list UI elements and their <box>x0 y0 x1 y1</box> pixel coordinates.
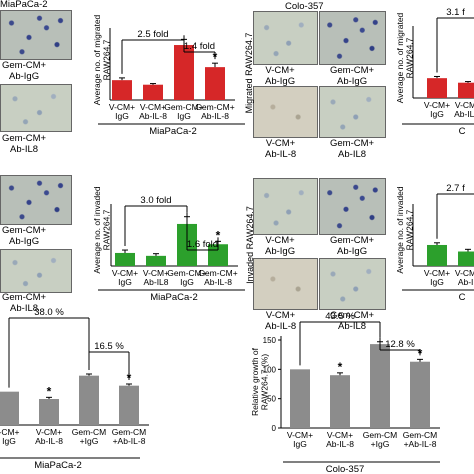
micrograph-colo-gem-il8-migration <box>319 86 386 138</box>
y-tick-label: 100 <box>263 365 277 374</box>
micrograph-miapaca-gem-igg-migration <box>0 10 72 60</box>
micrograph-colo-gem-il8-invasion <box>319 258 386 310</box>
x-tick-label: V-CM+ IgG <box>112 268 138 287</box>
panel-a-left-title: MiaPaCa-2 <box>0 0 48 10</box>
significance-marker: * <box>338 360 343 374</box>
x-tick-label: V-CM+Ab-IL-8 <box>326 430 354 449</box>
cell-line-label: MiaPaCa-2 <box>149 126 197 137</box>
micrograph-label: Gem-CM+ Ab-IgG <box>330 65 375 87</box>
fold-annotation: 2.7 f <box>446 183 465 194</box>
y-tick-label: 50 <box>267 395 276 404</box>
x-tick-label: Gem-CM+IgG <box>164 102 203 121</box>
cell-line-label: MiaPaCa-2 <box>150 292 198 303</box>
micrograph-miapaca-gem-igg-invasion <box>0 175 72 225</box>
x-tick-label: V-CM+Ab-IL-8 <box>139 102 167 121</box>
bar <box>290 369 310 428</box>
micrograph-label: V-CM+ Ab-IL-8 <box>265 310 297 332</box>
cell-line-label: MiaPaCa-2 <box>34 460 82 471</box>
fold-annotation: 1.4 fold <box>184 41 215 52</box>
fold-annotation: 12.8 % <box>385 339 415 350</box>
micrograph-colo-gem-igg-migration <box>319 11 386 65</box>
micrograph-label: Gem-CM+ Ab-IL8 <box>2 133 47 155</box>
micrograph-colo-gem-igg-invasion <box>319 178 386 235</box>
x-tick-label: V-CM+ IgG <box>424 100 450 119</box>
bar <box>115 252 135 266</box>
x-tick-label: V-CM+ Ab-IL8 <box>143 268 169 287</box>
x-tick-label: V-CM+Ab-IL-8 <box>35 427 63 446</box>
x-tick-label: V-CM+ IgG <box>109 102 135 121</box>
x-tick-label: Gem-CM+IgG <box>167 268 206 287</box>
x-tick-label: -CM+ IgG <box>0 427 20 446</box>
y-tick-label: 0 <box>272 424 277 433</box>
bar <box>112 80 132 100</box>
bar <box>458 82 474 98</box>
bar <box>0 391 19 425</box>
bar <box>119 385 139 425</box>
x-tick-label: Gem-CM+Ab-IL-8 <box>198 268 237 287</box>
y-axis-label: Average no. of migratedRAW264.7 <box>395 12 415 103</box>
micrograph-label: Gem-CM+ Ab-IL8 <box>330 310 375 332</box>
panel-a-right-title: Colo-357 <box>285 1 324 12</box>
y-axis-label: Average no. of migratedRAW264.7 <box>92 14 112 105</box>
bar <box>427 244 447 266</box>
micrograph-miapaca-gem-il8-migration <box>0 84 72 132</box>
significance-marker: * <box>47 384 52 398</box>
bar <box>143 84 163 100</box>
micrograph-label: Gem-CM+ Ab-IgG <box>2 225 47 247</box>
bar <box>146 255 166 266</box>
y-axis-label: Relative growth ofRAW264.7 (%) <box>250 347 270 416</box>
y-axis-label: Average no. of invadedRAW264.7 <box>395 186 415 274</box>
bar <box>79 375 99 425</box>
micrograph-label: V-CM+ Ab-IL-8 <box>265 138 297 160</box>
x-tick-label: Gem-CM+Ab-IL-8 <box>112 427 146 446</box>
fold-annotation: 3.0 fold <box>140 195 171 206</box>
fold-annotation: 38.0 % <box>34 307 64 318</box>
fold-annotation: 2.5 fold <box>137 29 168 40</box>
x-tick-label: Gem-CM+IgG <box>72 427 106 446</box>
micrograph-label: Gem-CM+ Ab-IgG <box>330 235 375 257</box>
y-tick-label: 150 <box>263 336 277 345</box>
micrograph-colo-vcm-igg-invasion <box>253 178 318 235</box>
x-tick-label: V-CM+ IgG <box>424 268 450 287</box>
fold-annotation: 3.1 f <box>446 7 465 18</box>
fold-annotation: 43.5 % <box>325 311 355 322</box>
x-tick-label: V-CM+ IgG <box>287 430 313 449</box>
bar <box>427 78 447 98</box>
y-axis-label: Average no. of invadedRAW264.7 <box>92 186 112 274</box>
micrograph-label: V-CM+ Ab-IgG <box>265 65 296 87</box>
cell-line-label: C <box>459 292 466 303</box>
significance-marker: * <box>216 228 221 242</box>
bar <box>370 344 390 428</box>
micrograph-label: Gem-CM+ Ab-IgG <box>2 60 47 82</box>
micrograph-miapaca-gem-il8-invasion <box>0 249 72 293</box>
x-tick-label: V-CM+Ab-IL-8 <box>454 100 474 119</box>
bar <box>458 251 474 266</box>
micrograph-colo-vcm-igg-migration <box>253 11 318 65</box>
fold-annotation: 1.6 fold <box>187 239 218 250</box>
micrograph-colo-vcm-il8-invasion <box>253 258 318 310</box>
cell-line-label: Colo-357 <box>326 464 365 474</box>
bar <box>330 375 350 428</box>
bar <box>410 361 430 428</box>
x-tick-label: Gem-CM+IgG <box>363 430 397 449</box>
bar <box>205 67 225 100</box>
bar <box>39 399 59 425</box>
x-tick-label: Gem-CM+Ab-IL-8 <box>195 102 234 121</box>
fold-annotation: 16.5 % <box>94 341 124 352</box>
micrograph-colo-vcm-il8-migration <box>253 86 318 138</box>
micrograph-label: Gem-CM+ Ab-IL8 <box>330 138 375 160</box>
cell-line-label: C <box>459 126 466 137</box>
micrograph-label: Gem-CM+ Ab-IL8 <box>2 292 47 314</box>
x-tick-label: Gem-CM+Ab-IL-8 <box>403 430 437 449</box>
x-tick-label: V-CM+Ab-IL <box>455 268 474 287</box>
bar <box>174 45 194 100</box>
micrograph-label: V-CM+ Ab-IgG <box>265 235 296 257</box>
